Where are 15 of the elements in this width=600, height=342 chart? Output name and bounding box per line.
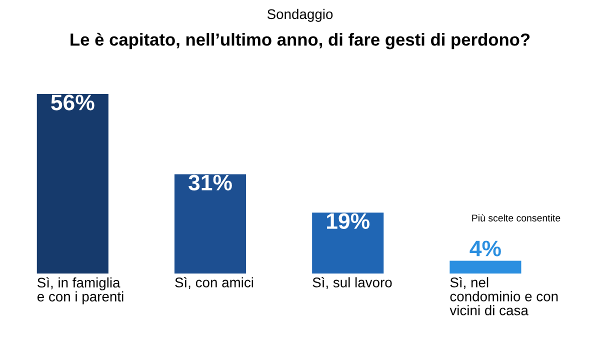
data-label: 4% [470, 240, 501, 256]
x-tick-label: Sì, nel condominio e con vicini di casa [450, 277, 558, 316]
bar [450, 260, 522, 274]
chart-subtitle: Sondaggio [267, 8, 333, 22]
data-label: 31% [188, 174, 232, 191]
data-label: 56% [51, 94, 94, 110]
chart-title: Le è capitato, nell’ultimo anno, di fare gesti di perdono? [70, 32, 530, 50]
x-tick-label: Sì, sul lavoro [312, 277, 392, 290]
bar [312, 212, 384, 274]
x-tick-label: Sì, in famiglia e con i parenti [37, 277, 124, 304]
bar [174, 174, 246, 274]
annotation: Più scelte consentite [472, 214, 560, 222]
x-tick-label: Sì, con amici [175, 277, 254, 290]
bar [36, 94, 108, 274]
data-label: 19% [327, 213, 370, 230]
